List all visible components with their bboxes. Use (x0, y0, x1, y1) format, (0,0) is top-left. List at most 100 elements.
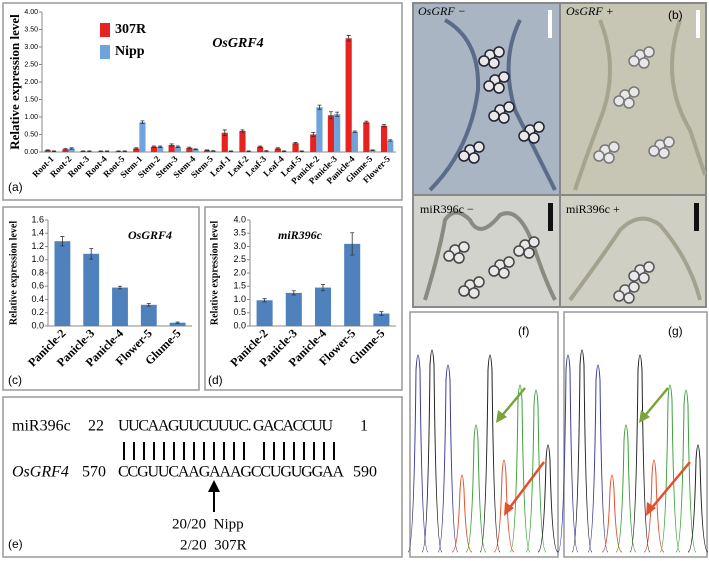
bar (68, 148, 75, 152)
trace (493, 459, 515, 553)
bar (174, 146, 181, 152)
target-sequence: CCGUUCAAGAAAGCCUGUGGAA (118, 464, 344, 481)
chromatogram-traces (407, 349, 709, 553)
pollen-grain (638, 272, 650, 284)
bar (274, 148, 281, 152)
trace (451, 474, 473, 553)
bar (351, 131, 358, 152)
y-tick-label: 4.00 (24, 9, 38, 16)
error-bar (264, 150, 269, 152)
trace (687, 444, 709, 553)
y-axis-label: Relative expression level (8, 221, 19, 325)
error-bar (222, 129, 227, 136)
error-bar (175, 321, 180, 324)
y-tick-label: 0.6 (31, 281, 44, 291)
legend-label: Nipp (115, 44, 145, 59)
arrow-head (639, 410, 650, 423)
y-tick-label: 2.0 (233, 267, 246, 277)
pollen-grain (443, 250, 455, 262)
panel-g-frame (563, 311, 708, 558)
error-bar (98, 150, 103, 153)
error-bar (262, 298, 267, 303)
y-axis-label: Relative expression level (209, 221, 220, 325)
bar (150, 146, 158, 152)
bar (83, 253, 100, 326)
pollen-grain (608, 141, 620, 153)
error-bar (122, 150, 127, 153)
panel-f-frame (409, 311, 559, 558)
error-bar (282, 150, 287, 153)
error-bar (379, 311, 384, 316)
panel-a-frame (2, 2, 403, 201)
y-tick-label: 2.50 (24, 61, 38, 68)
pollen-grain (628, 270, 640, 282)
pollen-grain (493, 82, 505, 94)
scale-bar (694, 203, 699, 231)
pollen-grain (503, 101, 515, 113)
bar (256, 300, 273, 326)
panel-label: (a) (8, 180, 23, 194)
bar (140, 304, 157, 326)
error-bar (140, 120, 145, 125)
pollen-grain (628, 86, 640, 98)
panel-e: miR396c 22 UUCAAGUUCUUUC. GACACCUU 1 OsG… (8, 418, 377, 554)
error-bar (63, 148, 68, 151)
bar (44, 150, 51, 152)
pointer-arrows (496, 387, 691, 516)
pollen-grain (468, 287, 480, 299)
error-bar (291, 290, 296, 296)
y-tick-label: 0.2 (31, 307, 44, 317)
pollen-grain (658, 147, 670, 159)
trace (557, 354, 579, 553)
y-tick-label: 2.5 (233, 254, 246, 264)
y-tick-label: 1.50 (24, 96, 38, 103)
scale-bar (696, 10, 700, 38)
error-bar (228, 150, 233, 153)
micrograph-label: miR396c + (566, 202, 620, 216)
pollen-grain (628, 55, 640, 67)
pollen-grain (498, 112, 510, 124)
bar (363, 122, 370, 152)
bar (310, 134, 317, 152)
bar (292, 143, 299, 152)
legend-swatch (100, 23, 110, 37)
bar (285, 292, 302, 326)
trace (601, 474, 623, 553)
legend-label: 307R (115, 22, 147, 37)
bar (257, 146, 264, 152)
pollen-grain (498, 267, 510, 279)
tissue-wall (573, 19, 707, 191)
base-pairs (123, 442, 335, 460)
y-tick-label: 3.5 (233, 228, 246, 238)
bar (373, 313, 390, 326)
y-tick-label: 1.0 (31, 254, 44, 264)
pollen-grain (493, 46, 505, 58)
pollen-grain (458, 241, 470, 253)
y-tick-label: 4.0 (233, 214, 246, 224)
bar (344, 243, 361, 326)
bar (139, 122, 146, 152)
panel-e-frame (2, 396, 403, 558)
error-bar (158, 145, 163, 148)
mirna-sequence: UUCAAGUUCUUUC. GACACCUU (118, 418, 333, 435)
bar (157, 146, 164, 152)
trace (659, 384, 681, 553)
pollen-grain (643, 46, 655, 58)
panel-d-frame (204, 206, 403, 391)
trace (525, 389, 547, 553)
mirna-start: 22 (88, 418, 104, 435)
error-bar (51, 150, 56, 153)
panel-label: (b) (668, 8, 683, 22)
pollen-grain (533, 121, 545, 133)
error-bar (205, 149, 210, 151)
trace (675, 389, 697, 553)
pollen-grain (528, 236, 540, 248)
arrow-head (646, 502, 656, 516)
y-tick-label: 1.2 (31, 241, 44, 251)
y-tick-label: 3.50 (24, 26, 38, 33)
bar (112, 287, 128, 326)
legend-swatch (100, 45, 110, 59)
error-bar (89, 248, 94, 260)
